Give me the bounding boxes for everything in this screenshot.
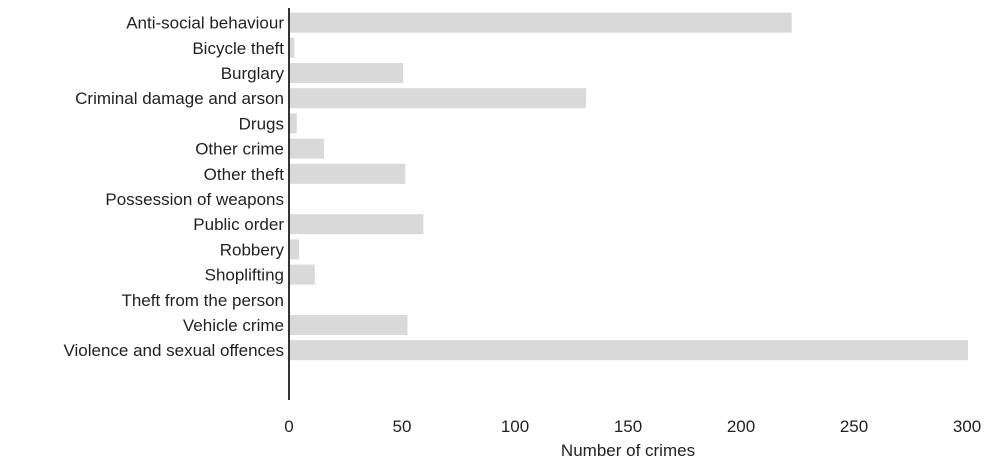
x-tick-label: 150 <box>614 417 642 436</box>
category-label: Violence and sexual offences <box>63 341 284 360</box>
bar <box>290 37 295 58</box>
x-tick-label: 250 <box>840 417 868 436</box>
x-axis-title: Number of crimes <box>561 441 695 460</box>
category-label: Criminal damage and arson <box>75 89 284 108</box>
x-tick-label: 200 <box>727 417 755 436</box>
category-label: Public order <box>193 215 284 234</box>
bar <box>290 138 324 159</box>
category-label: Drugs <box>239 114 284 133</box>
x-tick-label: 50 <box>393 417 412 436</box>
x-tick-label: 0 <box>284 417 293 436</box>
bars-group <box>290 12 968 361</box>
category-label: Other theft <box>204 165 285 184</box>
bar <box>290 239 300 260</box>
category-label: Possession of weapons <box>105 190 284 209</box>
category-label: Robbery <box>220 240 285 259</box>
x-tick-label: 100 <box>501 417 529 436</box>
bar <box>290 264 315 285</box>
bar <box>290 163 406 184</box>
bar <box>290 88 587 109</box>
category-label: Theft from the person <box>121 291 284 310</box>
x-tick-labels-group: 0 50 100 150 200 250 300 <box>284 417 981 436</box>
bar <box>290 63 403 83</box>
category-label: Shoplifting <box>205 266 284 285</box>
category-label: Burglary <box>221 64 285 83</box>
category-labels-group: Anti-social behaviour Bicycle theft Burgla… <box>63 14 284 361</box>
bar <box>290 214 424 235</box>
x-tick-label: 300 <box>953 417 981 436</box>
bar <box>290 113 297 134</box>
category-label: Vehicle crime <box>183 316 284 335</box>
bar <box>290 12 792 33</box>
category-label: Other crime <box>195 140 284 159</box>
category-label: Bicycle theft <box>192 39 284 58</box>
bar <box>290 340 968 361</box>
category-label: Anti-social behaviour <box>126 14 284 33</box>
bar <box>290 315 408 335</box>
